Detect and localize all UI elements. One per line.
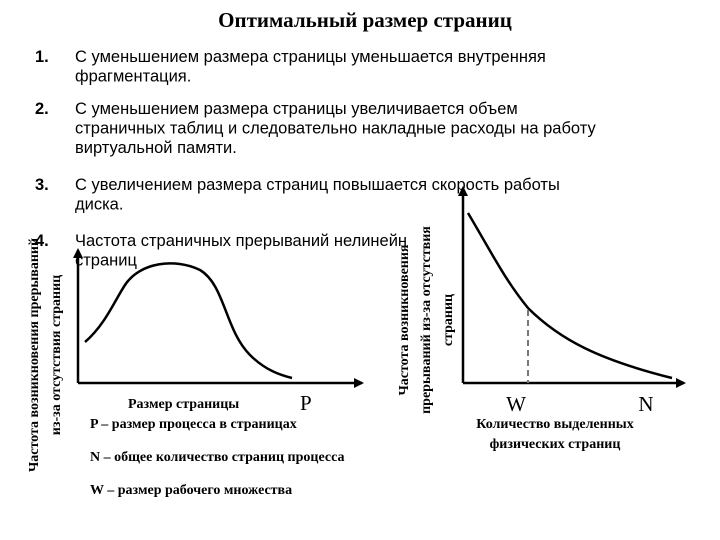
x-marker: P <box>300 391 312 415</box>
item-text: виртуальной памяти. <box>75 139 237 157</box>
x-marker: N <box>638 392 653 416</box>
curve <box>466 212 673 380</box>
item-text: страниц <box>75 252 137 270</box>
note: P – размер процесса в страницах <box>90 417 297 432</box>
item-number: 1. <box>35 48 49 66</box>
item-text: С уменьшением размера страницы уменьшает… <box>75 48 546 66</box>
y-label: из-за отсутствия страниц <box>49 275 64 435</box>
y-label: страниц <box>441 294 456 346</box>
curve <box>84 262 293 380</box>
item-text: С увеличением размера страниц повышается… <box>75 176 560 194</box>
title: Оптимальный размер страниц <box>218 8 512 32</box>
y-label: прерываний из-за отсутствия <box>419 226 434 414</box>
x-label: Количество выделенных <box>476 417 633 432</box>
item-number: 4. <box>35 232 49 250</box>
x-label: физических страниц <box>490 437 621 452</box>
item-text: С уменьшением размера страницы увеличива… <box>75 100 518 118</box>
item-text: Частота страничных прерываний нелинейн <box>75 232 407 250</box>
x-marker: W <box>506 392 526 416</box>
note: W – размер рабочего множества <box>90 483 292 498</box>
item-text: фрагментация. <box>75 68 191 86</box>
item-number: 3. <box>35 176 49 194</box>
y-label: Частота возникновения <box>397 244 412 395</box>
item-text: диска. <box>75 196 123 214</box>
item-number: 2. <box>35 100 49 118</box>
x-label: Размер страницы <box>128 397 239 412</box>
item-text: страничных таблиц и следовательно наклад… <box>75 120 596 138</box>
note: N – общее количество страниц процесса <box>90 450 344 465</box>
y-label: Частота возникновения прерываний <box>27 238 42 472</box>
